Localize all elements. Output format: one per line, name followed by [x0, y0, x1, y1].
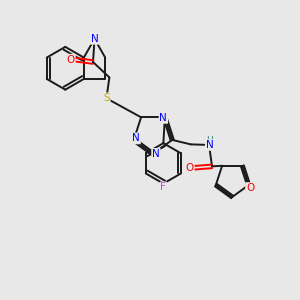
Text: O: O [186, 163, 194, 173]
Text: F: F [160, 182, 166, 192]
Text: S: S [103, 93, 110, 103]
Text: N: N [152, 149, 160, 159]
Text: O: O [67, 55, 75, 64]
Text: N: N [160, 113, 167, 123]
Text: N: N [132, 134, 140, 143]
Text: O: O [246, 183, 254, 193]
Text: N: N [206, 140, 214, 150]
Text: H: H [206, 136, 213, 145]
Text: N: N [91, 34, 98, 44]
